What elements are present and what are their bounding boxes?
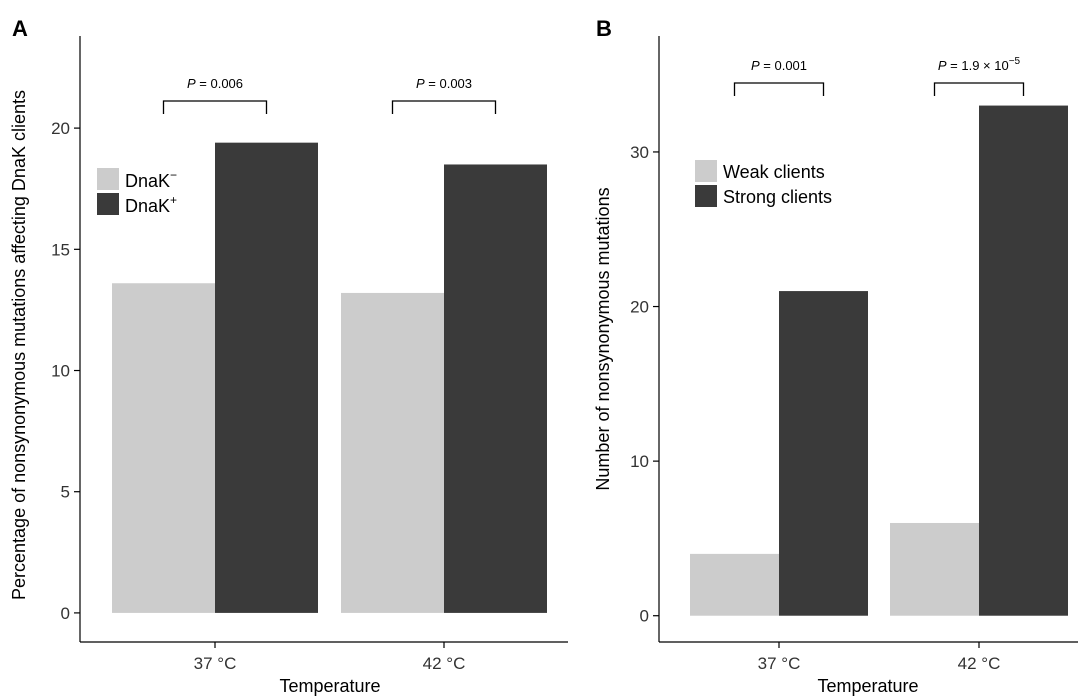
bar-b-1-0: [890, 522, 979, 616]
y-axis-title-a: Percentage of nonsynonymous mutations af…: [9, 90, 29, 600]
y-ticks-a: 0 5 10 15 20: [51, 119, 80, 623]
y-tick-label-b-2: 20: [630, 298, 649, 317]
x-tick-label-a-1: 42 °C: [423, 654, 466, 673]
p-value-label-b-0: P = 0.001: [751, 58, 807, 73]
y-tick-label-a-3: 15: [51, 240, 70, 259]
y-tick-label-b-1: 10: [630, 452, 649, 471]
y-tick-label-b-0: 0: [640, 607, 649, 626]
x-tick-label-b-0: 37 °C: [758, 654, 801, 673]
x-tick-label-b-1: 42 °C: [958, 654, 1001, 673]
bar-b-1-1: [979, 105, 1068, 616]
x-tick-label-a-0: 37 °C: [194, 654, 237, 673]
p-value-brackets-b: P = 0.001 P = 1.9 × 10−5: [733, 56, 1025, 96]
bar-a-0-0: [112, 283, 215, 613]
p-bracket-a-1: [391, 100, 497, 114]
legend-swatch-weak-clients: [695, 160, 717, 182]
x-axis-title-a: Temperature: [279, 676, 380, 696]
bar-a-1-0: [341, 292, 444, 613]
y-tick-label-a-4: 20: [51, 119, 70, 138]
legend-a: DnaK− DnaK+: [97, 168, 177, 216]
y-tick-label-a-1: 5: [61, 483, 70, 502]
legend-swatch-dnak-plus: [97, 193, 119, 215]
bar-a-1-1: [444, 164, 547, 613]
legend-label-strong-clients: Strong clients: [723, 187, 832, 207]
panel-a: A 0 5 10 15 20 37 °C 42 °C P = 0.006 P = 0.003…: [9, 16, 568, 696]
p-bracket-a-0: [162, 100, 268, 114]
legend-b: Weak clients Strong clients: [695, 160, 832, 207]
p-value-label-b-1: P = 1.9 × 10−5: [938, 56, 1021, 73]
x-ticks-a: 37 °C 42 °C: [194, 642, 466, 673]
p-bracket-b-0: [733, 82, 825, 96]
bars-a: [112, 142, 547, 613]
panel-letter-a: A: [12, 16, 28, 41]
p-value-brackets-a: P = 0.006 P = 0.003: [162, 76, 497, 114]
p-bracket-b-1: [933, 82, 1025, 96]
legend-label-dnak-minus: DnaK−: [125, 168, 177, 191]
bar-a-0-1: [215, 142, 318, 613]
legend-swatch-dnak-minus: [97, 168, 119, 190]
y-ticks-b: 0 10 20 30: [630, 143, 659, 626]
y-tick-label-a-0: 0: [61, 604, 70, 623]
panel-letter-b: B: [596, 16, 612, 41]
y-tick-label-a-2: 10: [51, 362, 70, 381]
legend-swatch-strong-clients: [695, 185, 717, 207]
p-value-label-a-1: P = 0.003: [416, 76, 472, 91]
y-tick-label-b-3: 30: [630, 143, 649, 162]
x-ticks-b: 37 °C 42 °C: [758, 642, 1001, 673]
x-axis-title-b: Temperature: [817, 676, 918, 696]
bars-b: [690, 105, 1068, 616]
bar-b-0-0: [690, 553, 779, 616]
panel-b: B 0 10 20 30 37 °C 42 °C P = 0.001 P = 1.9 × …: [593, 16, 1078, 696]
bar-b-0-1: [779, 291, 868, 616]
y-axis-title-b: Number of nonsynonymous mutations: [593, 187, 613, 490]
legend-label-weak-clients: Weak clients: [723, 162, 825, 182]
legend-label-dnak-plus: DnaK+: [125, 193, 177, 216]
p-value-label-a-0: P = 0.006: [187, 76, 243, 91]
